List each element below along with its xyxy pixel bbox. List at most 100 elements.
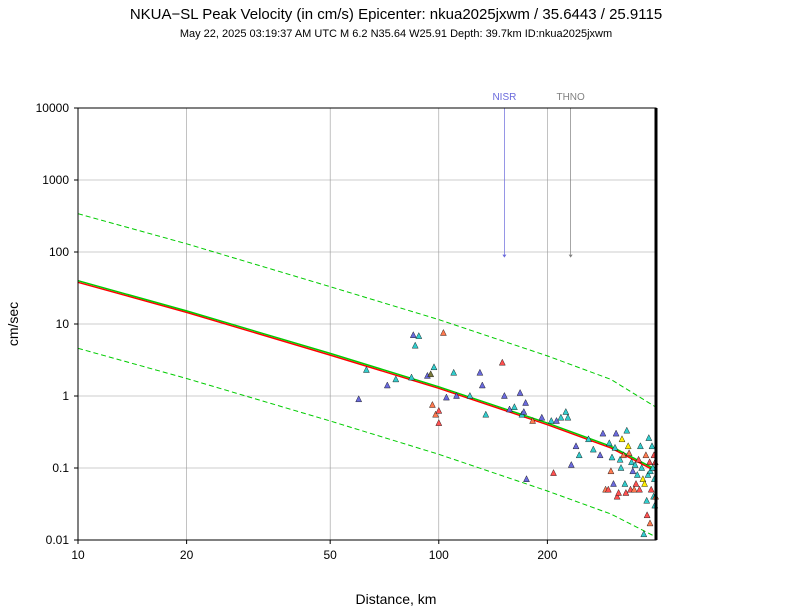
data-point: [623, 426, 631, 434]
data-point: [427, 370, 435, 377]
data-point: [572, 442, 580, 449]
data-point: [564, 413, 572, 421]
prediction-curve: [77, 279, 657, 471]
y-tick-labels: 0.01 0.1 1 10 100 1000 10000: [36, 101, 78, 547]
data-point: [631, 461, 639, 468]
data-point: [647, 485, 655, 493]
data-point: [622, 489, 630, 496]
data-point: [607, 467, 615, 474]
y-tick-label: 10: [56, 317, 70, 331]
x-tick-label: 50: [323, 548, 337, 562]
data-point: [516, 389, 524, 396]
y-axis-label: cm/sec: [5, 302, 21, 346]
data-point: [538, 413, 546, 421]
data-point: [632, 480, 640, 487]
data-point: [645, 434, 653, 441]
data-point: [450, 368, 458, 376]
data-points: [355, 329, 659, 537]
data-point: [642, 451, 650, 458]
data-point: [585, 435, 592, 442]
data-point: [415, 332, 423, 339]
data-point: [624, 442, 632, 449]
data-point: [409, 331, 417, 338]
data-point: [553, 417, 560, 424]
station-marker: [568, 254, 573, 258]
data-point: [466, 392, 474, 399]
data-point: [506, 405, 513, 413]
data-point: [647, 467, 654, 474]
data-point: [430, 363, 438, 370]
data-point: [435, 419, 443, 426]
data-point: [443, 393, 450, 401]
data-point: [411, 341, 419, 349]
data-point: [630, 485, 638, 493]
y-tick-label: 0.1: [52, 461, 69, 475]
data-point: [529, 417, 536, 424]
data-point: [408, 373, 415, 381]
x-tick-label: 20: [180, 548, 194, 562]
data-point: [643, 496, 651, 504]
data-point: [629, 467, 637, 474]
data-point: [644, 471, 652, 478]
x-tick-label: 200: [537, 548, 557, 562]
data-point: [432, 410, 439, 418]
station-label: THNO: [556, 92, 585, 103]
station-markers: NISR THNO: [492, 92, 585, 258]
data-point: [355, 395, 363, 402]
data-point: [363, 366, 370, 373]
data-point: [557, 413, 565, 421]
data-point: [616, 455, 624, 463]
data-point: [522, 399, 529, 406]
data-point: [453, 392, 460, 399]
data-point: [547, 417, 555, 424]
data-point: [648, 442, 656, 449]
data-point: [636, 485, 643, 493]
data-point: [575, 451, 583, 458]
data-point: [611, 443, 619, 451]
data-point: [620, 451, 627, 458]
data-point: [520, 408, 528, 415]
data-point: [649, 464, 657, 471]
data-point: [550, 469, 557, 476]
dashed-bound-curve: [77, 347, 657, 538]
data-point: [625, 449, 633, 456]
data-point: [646, 458, 653, 465]
y-tick-label: 1: [62, 389, 69, 403]
data-point: [612, 429, 620, 437]
data-point: [638, 464, 646, 471]
data-point: [599, 429, 607, 437]
x-tick-label: 100: [429, 548, 449, 562]
grid-lines: [78, 108, 656, 540]
data-point: [596, 451, 604, 458]
data-point: [523, 475, 530, 482]
data-point: [511, 403, 518, 410]
data-point: [633, 471, 641, 478]
prediction-curve: [77, 281, 657, 472]
station-marker: [502, 254, 507, 258]
station-label: NISR: [492, 92, 516, 103]
data-point: [635, 455, 642, 463]
data-point: [501, 392, 508, 399]
data-point: [613, 492, 621, 500]
data-point: [608, 453, 616, 461]
data-point: [617, 464, 625, 471]
data-point: [476, 368, 484, 376]
y-tick-label: 1000: [42, 173, 69, 187]
data-point: [392, 375, 400, 383]
data-point: [641, 480, 648, 487]
y-tick-label: 0.01: [46, 533, 70, 547]
data-point: [562, 408, 570, 415]
chart-subtitle: May 22, 2025 03:19:37 AM UTC M 6.2 N35.6…: [180, 28, 612, 40]
data-point: [567, 461, 575, 468]
data-point: [440, 329, 447, 336]
data-point: [478, 381, 486, 389]
prediction-curves: [77, 213, 657, 538]
data-point: [618, 435, 626, 442]
data-point: [610, 480, 617, 487]
data-point: [646, 519, 654, 527]
chart-title: NKUA−SL Peak Velocity (in cm/s) Epicente…: [130, 6, 662, 23]
x-tick-label: 10: [71, 548, 85, 562]
x-axis-label: Distance, km: [356, 591, 437, 607]
x-tick-labels: 10 20 50 100 200: [71, 540, 558, 562]
